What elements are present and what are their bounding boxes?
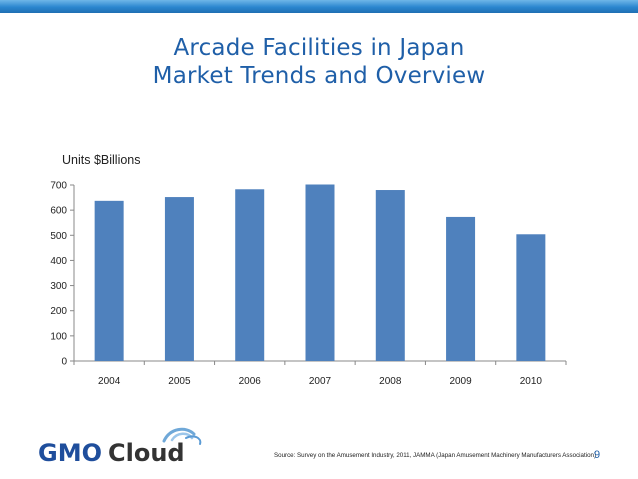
bar-chart: 0 100 200 300 400 500 600 700 2004 2005 2006 2007 20… xyxy=(50,181,567,387)
top-accent-bar xyxy=(0,0,638,13)
y-tick-label: 600 xyxy=(50,206,67,217)
bar-2006 xyxy=(235,189,265,361)
units-label: Units $Billions xyxy=(62,153,141,167)
title-line-1: Arcade Facilities in Japan xyxy=(173,35,465,61)
y-tick-label: 400 xyxy=(50,256,67,267)
x-tick-label: 2005 xyxy=(168,376,191,387)
x-tick-label: 2010 xyxy=(520,376,543,387)
source-note: Source: Survey on the Amusement Industry… xyxy=(274,452,597,459)
bar-2009 xyxy=(446,216,476,361)
slide-title: Arcade Facilities in Japan Market Trends… xyxy=(0,34,638,90)
bar-2008 xyxy=(375,190,405,361)
x-tick-label: 2009 xyxy=(449,376,472,387)
bar-2007 xyxy=(305,184,335,361)
title-line-2: Market Trends and Overview xyxy=(152,63,486,89)
y-tick-label: 100 xyxy=(50,331,67,342)
x-tick-label: 2006 xyxy=(239,376,262,387)
y-tick-label: 200 xyxy=(50,306,67,317)
bar-2005 xyxy=(164,197,194,361)
x-tick-label: 2004 xyxy=(98,376,121,387)
y-tick-label: 500 xyxy=(50,231,67,242)
y-tick-label: 700 xyxy=(50,181,67,192)
y-tick-label: 0 xyxy=(61,357,67,368)
page-number: 9 xyxy=(594,449,601,461)
cloud-swirl-icon xyxy=(162,427,202,445)
x-tick-label: 2008 xyxy=(379,376,402,387)
gmo-cloud-logo: GMO Cloud xyxy=(38,427,202,467)
logo-cloud-text: Cloud xyxy=(108,439,185,467)
x-tick-label: 2007 xyxy=(309,376,332,387)
logo-gmo-text: GMO xyxy=(38,439,102,467)
bar-2010 xyxy=(516,234,546,361)
y-tick-label: 300 xyxy=(50,281,67,292)
bar-2004 xyxy=(94,200,124,361)
